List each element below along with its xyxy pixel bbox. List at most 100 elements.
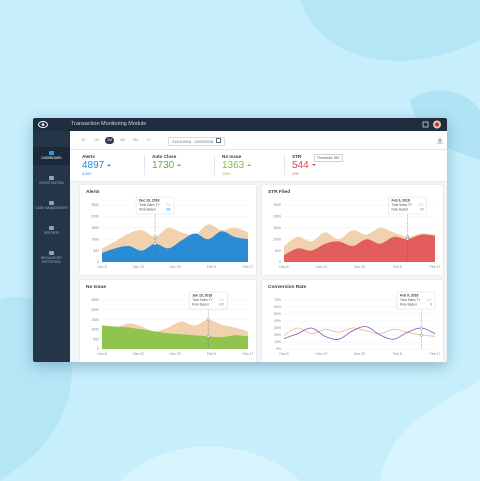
nav-icon xyxy=(49,251,54,255)
y-tick-label: 2500 xyxy=(91,298,99,302)
x-tick-label: Feb 17 xyxy=(430,352,441,356)
nav-item[interactable]: CASE MANAGEMENT xyxy=(33,197,70,215)
chart: 0 500 1000 1500 2000 2500 Dec 8 Dec 22 Dec 29 Feb… xyxy=(273,196,441,269)
top-bar: Transaction Monitoring Module xyxy=(33,118,447,131)
y-tick-label: 0 xyxy=(97,260,99,264)
tooltip-label: Total Sales TY xyxy=(392,203,413,207)
calendar-icon xyxy=(216,138,222,143)
area xyxy=(102,325,248,349)
x-tick-label: Feb 5 xyxy=(393,352,402,356)
kpi-value-row: 544 xyxy=(292,160,362,171)
tooltip-label: Total Sales TY xyxy=(192,298,213,302)
y-tick-label: 2500 xyxy=(273,203,281,207)
x-tick-label: Feb 5 xyxy=(393,265,402,269)
chart-panel: 0 500 1000 1500 2000 2500 Dec 8 Dec 22 Dec 29 Feb… xyxy=(80,280,256,362)
nav-label: DASHBOARD xyxy=(41,156,62,160)
logo xyxy=(38,121,48,128)
tooltip-label: Total Sales TY xyxy=(139,203,160,207)
range-button[interactable]: 3M xyxy=(120,138,125,142)
tooltip-box xyxy=(396,291,436,310)
line xyxy=(283,327,436,337)
kpi-value: 1730 xyxy=(152,160,175,171)
range-button[interactable]: 1W xyxy=(93,138,100,142)
kpi-value: 4897 xyxy=(82,160,105,171)
trend-arrow xyxy=(177,164,182,167)
x-tick-label: Feb 17 xyxy=(243,352,254,356)
download-icon[interactable] xyxy=(436,136,444,144)
chart-panel: 0% 10% 20% 30% 40% 50% 60% 70% Dec 8 Dec 22 Dec 29… xyxy=(262,280,443,362)
kpi-row: Alerts 4897 4,097 Auto Close 1730 No Issue 136… xyxy=(70,150,447,182)
tooltip-value: 534 xyxy=(418,203,424,207)
x-tick-label: Dec 29 xyxy=(169,265,180,269)
y-tick-label: 500 xyxy=(275,249,281,253)
wave xyxy=(300,0,480,61)
range-button[interactable]: 1D xyxy=(81,138,86,142)
nav-item[interactable]: REGULATORY REPORTING xyxy=(33,247,70,268)
x-tick-label: Dec 29 xyxy=(169,352,180,356)
nav-item[interactable]: INVESTIGATION xyxy=(33,172,70,190)
chart: 0 500 1000 1500 2000 2500 Dec 8 Dec 22 Dec 29 Feb… xyxy=(91,291,254,356)
nav-item[interactable]: DASHBOARD xyxy=(33,147,70,165)
kpi-note: Threshold: 567 xyxy=(314,154,343,162)
nav-label: CASE MANAGEMENT xyxy=(35,206,68,210)
y-tick-label: 70% xyxy=(274,298,281,302)
kpi-separator xyxy=(284,155,285,175)
y-tick-label: 0 xyxy=(279,260,281,264)
kpi-separator xyxy=(144,155,145,175)
tooltip-point xyxy=(419,326,423,330)
kpi-label: STR xyxy=(292,154,302,159)
x-tick-label: Feb 5 xyxy=(207,352,216,356)
y-tick-label: 1500 xyxy=(91,226,99,230)
kpi: STR 544 478 Threshold: 567 xyxy=(292,154,362,176)
y-tick-label: 2000 xyxy=(91,215,99,219)
kpi-value-row: 4897 xyxy=(82,160,152,171)
tooltip-point xyxy=(206,334,210,338)
y-tick-label: 20% xyxy=(274,333,281,337)
tooltip-date: Jan 15, 2018 xyxy=(192,294,212,298)
kpi-sub: 478 xyxy=(292,172,299,176)
x-tick-label: Dec 22 xyxy=(133,265,144,269)
kpi-separator xyxy=(214,155,215,175)
kpi-label: No Issue xyxy=(222,154,242,159)
tooltip-value: 332 xyxy=(166,208,172,212)
kpi-value: 1363 xyxy=(222,160,245,171)
chart: 0% 10% 20% 30% 40% 50% 60% 70% Dec 8 Dec 22 Dec 29… xyxy=(274,291,441,356)
trend-arrow xyxy=(247,164,252,167)
kpi-label: Auto Close xyxy=(152,154,177,159)
kpi-value-row: 1730 xyxy=(152,160,222,171)
chart: 0 500 1000 1500 2000 2500 Dec 8 Dec 22 Dec 29 Feb… xyxy=(91,196,253,269)
x-tick-label: Dec 22 xyxy=(133,352,144,356)
x-tick-label: Feb 5 xyxy=(207,265,216,269)
x-tick-label: Dec 8 xyxy=(279,352,288,356)
kpi-label: Alerts xyxy=(82,154,96,159)
tooltip-label: Rule Based xyxy=(192,303,209,307)
x-tick-label: Dec 22 xyxy=(316,352,327,356)
tooltip-date: Feb 9, 2018 xyxy=(400,294,418,298)
tooltip-value: 534 xyxy=(219,298,225,302)
tooltip-label: Rule Based xyxy=(392,208,409,212)
y-tick-label: 500 xyxy=(93,337,99,341)
sidebar: DASHBOARD INVESTIGATION CASE MANAGEMENT REP… xyxy=(33,131,70,362)
nav-item[interactable]: REPORTS xyxy=(33,222,70,240)
trend-arrow xyxy=(311,164,316,167)
nav-label: REPORTS xyxy=(43,231,60,235)
kpi-sub: 1090 xyxy=(222,172,231,176)
range-button[interactable]: 1Y xyxy=(146,138,151,142)
area xyxy=(102,231,248,262)
tooltip-value: 465 xyxy=(219,303,225,307)
y-tick-label: 2000 xyxy=(91,308,99,312)
tooltip-box xyxy=(188,291,228,310)
range-button[interactable]: 1M xyxy=(105,137,114,144)
y-tick-label: 500 xyxy=(93,249,99,253)
kpi-value-row: 1363 xyxy=(222,160,292,171)
x-tick-label: Feb 17 xyxy=(430,265,441,269)
tooltip-value: 534 xyxy=(166,203,172,207)
date-range[interactable]: 01/01/2018 - 02/02/2018 xyxy=(168,137,226,146)
tooltip-value: 9 xyxy=(430,303,432,307)
y-tick-label: 0 xyxy=(97,347,99,351)
tooltip-point xyxy=(419,333,423,337)
x-tick-label: Dec 29 xyxy=(354,265,365,269)
range-button[interactable]: 6M xyxy=(133,138,138,142)
wave xyxy=(120,446,300,481)
